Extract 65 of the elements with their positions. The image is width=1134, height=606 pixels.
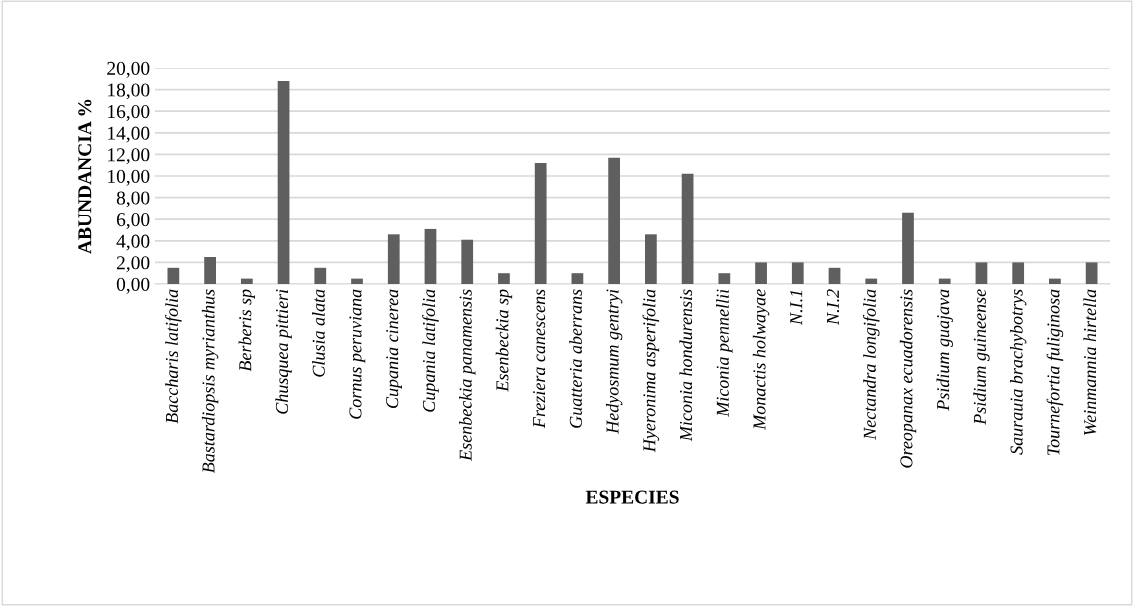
x-tick-label: Oreopanax ecuadorensis xyxy=(899,289,917,468)
bar xyxy=(681,173,694,284)
bar xyxy=(351,278,363,284)
x-axis-title: ESPECIES xyxy=(585,490,679,504)
x-tick-label: Clusia alata xyxy=(312,289,325,377)
x-tick-label: Cornus peruviana xyxy=(349,289,366,419)
bar xyxy=(534,163,547,284)
x-tick-label: Cupania cinerea xyxy=(386,289,402,409)
x-tick-label: Baccharis latifolia xyxy=(165,289,182,424)
y-tick-label: 14,00 xyxy=(108,126,150,143)
bar xyxy=(571,273,584,284)
x-tick-label: Monactis holwayae xyxy=(752,289,770,430)
y-tick-label: 0,00 xyxy=(116,277,150,294)
y-tick-label: 16,00 xyxy=(108,105,150,121)
bar xyxy=(498,273,510,284)
y-tick-label: 18,00 xyxy=(108,83,150,100)
y-tick-label: 20,00 xyxy=(107,61,150,78)
x-tick-label: Bastardiopsis myrianthus xyxy=(201,289,219,474)
x-tick-label: Miconia pennellii xyxy=(716,289,733,417)
x-tick-label: Cupania latifolia xyxy=(422,289,439,412)
bar xyxy=(938,278,951,284)
bar xyxy=(387,234,400,284)
x-tick-label: Psidium guajava xyxy=(936,289,953,411)
bar xyxy=(755,262,767,284)
x-tick-label: Nectandra longifolia xyxy=(862,289,880,440)
bar xyxy=(240,278,253,284)
bar xyxy=(791,262,804,284)
bar xyxy=(975,262,988,284)
bar xyxy=(608,157,621,284)
y-tick-label: 8,00 xyxy=(116,191,150,208)
x-tick-label: Psidium guineense xyxy=(973,289,990,425)
y-tick-label: 4,00 xyxy=(116,234,150,251)
y-tick-label: 12,00 xyxy=(108,148,150,165)
bar xyxy=(1085,262,1098,284)
bar xyxy=(644,234,657,284)
bar xyxy=(865,278,878,284)
bar xyxy=(277,80,290,284)
x-tick-label: N.I.2 xyxy=(826,289,840,326)
y-tick-label: 6,00 xyxy=(116,213,150,229)
x-tick-label: Hedyosmum gentryi xyxy=(605,289,623,434)
bar xyxy=(828,267,841,284)
x-tick-label: Esenbeckia panamensis xyxy=(459,289,476,462)
bar xyxy=(718,273,731,284)
bar xyxy=(1049,278,1061,284)
x-tick-label: Miconia hondurensis xyxy=(679,289,693,442)
y-tick-label: 2,00 xyxy=(116,256,150,273)
x-tick-label: Berberis sp xyxy=(238,289,256,372)
x-tick-label: N.I.1 xyxy=(790,290,803,326)
y-axis-title: ABUNDANCIA % xyxy=(78,99,92,254)
x-tick-label: Tournefortia fuliginosa xyxy=(1046,289,1064,456)
x-tick-label: Guatteria aberrans xyxy=(569,289,582,428)
bar xyxy=(167,267,180,284)
x-tick-label: Esenbeckia sp xyxy=(495,289,513,392)
x-tick-label: Weinmannia hirtella xyxy=(1083,289,1097,435)
x-tick-label: Freziera canescens xyxy=(533,289,546,429)
x-tick-label: Saurauia brachybotrys xyxy=(1009,289,1027,455)
bar xyxy=(902,212,914,284)
bar xyxy=(204,257,216,284)
x-tick-label: Hyeronima asperifolia xyxy=(642,289,660,453)
bar xyxy=(314,267,327,284)
bar xyxy=(1012,262,1025,284)
y-tick-label: 10,00 xyxy=(108,169,150,186)
bar xyxy=(461,239,474,284)
x-tick-label: Chusquea pittieri xyxy=(275,289,292,414)
bar xyxy=(424,228,437,284)
